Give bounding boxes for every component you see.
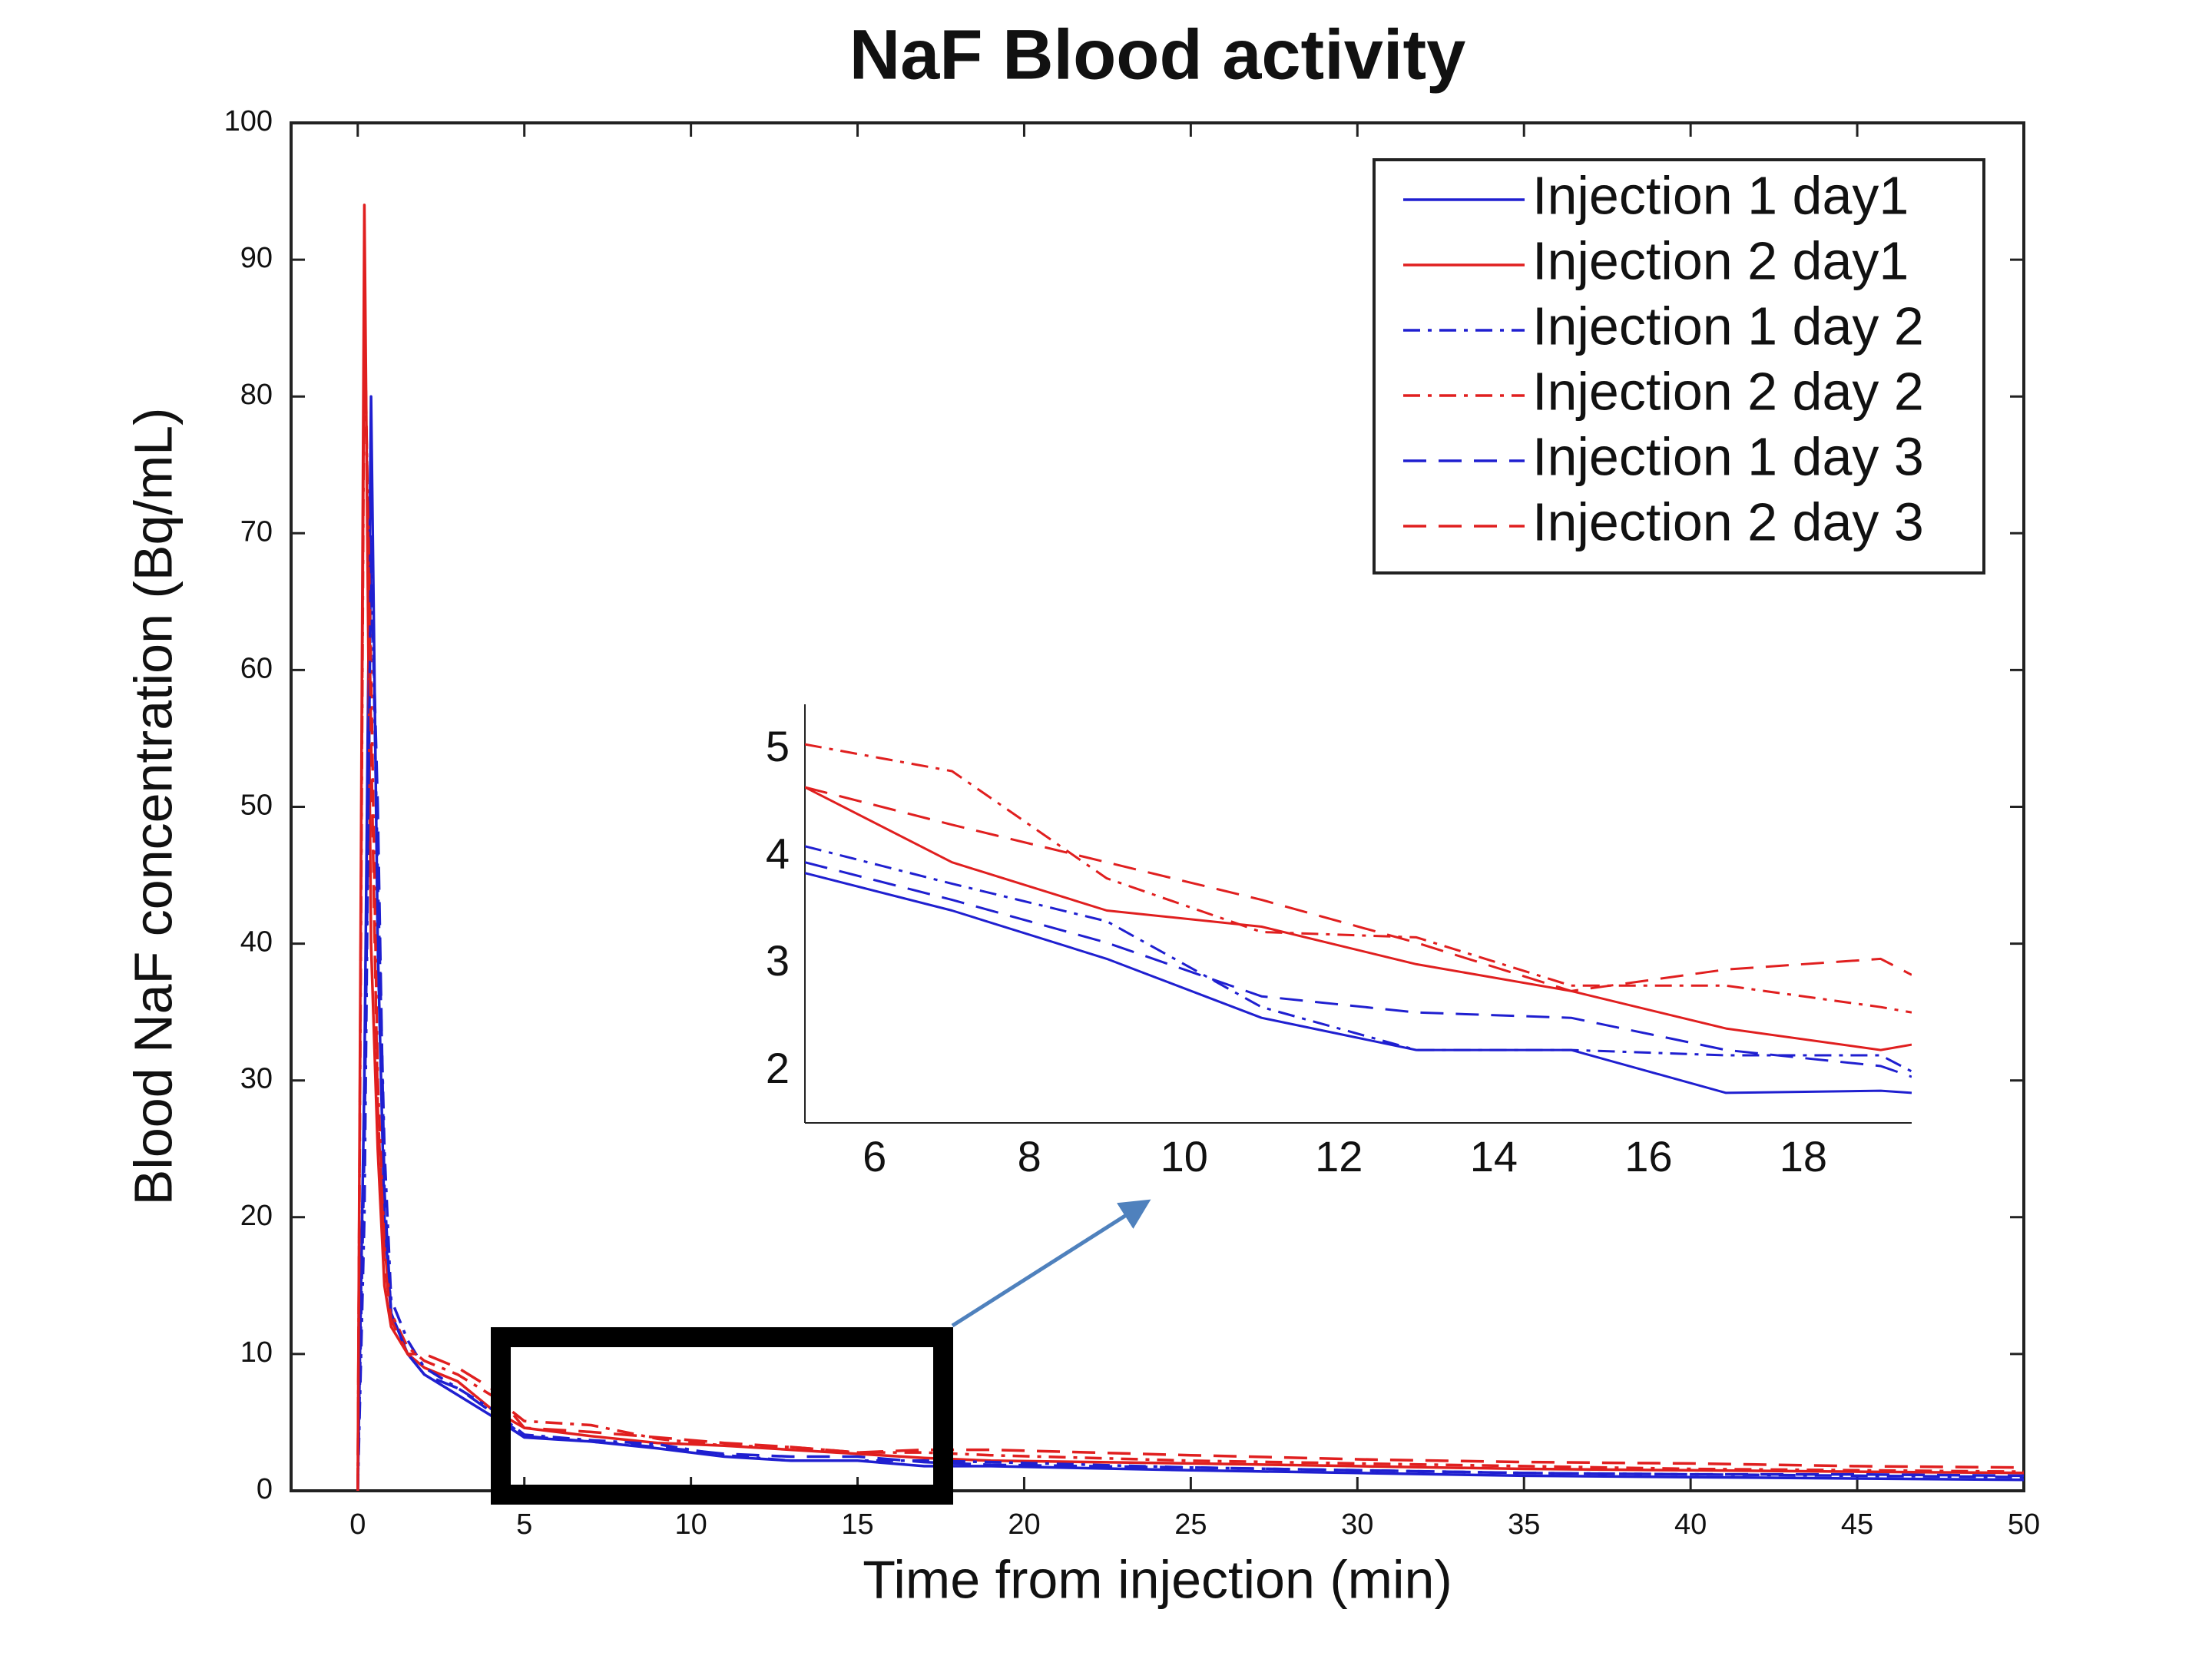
data-line (805, 872, 1912, 1094)
legend-label: Injection 1 day 2 (1532, 296, 1924, 356)
y-tick-label: 2 (766, 1044, 790, 1092)
chart-title: NaF Blood activity (849, 15, 1466, 94)
legend-label: Injection 1 day1 (1532, 165, 1909, 225)
x-tick-label: 18 (1780, 1132, 1827, 1181)
legend-box (1373, 158, 1985, 575)
y-tick-label: 80 (240, 379, 273, 411)
y-axis-label: Blood NaF concentration (Bq/mL) (123, 408, 183, 1206)
legend-label: Injection 2 day 3 (1532, 492, 1924, 551)
x-tick-label: 8 (1018, 1132, 1041, 1181)
x-tick-label: 40 (1674, 1508, 1707, 1541)
x-tick-label: 25 (1174, 1508, 1207, 1541)
x-axis-label: Time from injection (min) (863, 1549, 1452, 1609)
y-tick-label: 0 (257, 1473, 273, 1505)
y-tick-label: 20 (240, 1200, 273, 1232)
y-tick-label: 4 (766, 830, 790, 878)
x-tick-label: 10 (1161, 1132, 1208, 1181)
legend-label: Injection 2 day1 (1532, 230, 1909, 290)
x-tick-label: 20 (1008, 1508, 1040, 1541)
x-tick-label: 45 (1841, 1508, 1873, 1541)
x-tick-label: 35 (1508, 1508, 1540, 1541)
x-tick-label: 16 (1624, 1132, 1672, 1181)
y-tick-label: 60 (240, 652, 273, 684)
series-group (805, 743, 1912, 1094)
data-line (805, 786, 1912, 1051)
x-tick-label: 30 (1341, 1508, 1373, 1541)
legend-label: Injection 1 day 3 (1532, 426, 1924, 486)
data-line (356, 559, 2024, 1491)
zoom-highlight (491, 1327, 953, 1505)
y-tick-label: 50 (240, 790, 273, 822)
x-tick-label: 12 (1315, 1132, 1363, 1181)
x-tick-label: 0 (349, 1508, 366, 1541)
y-tick-label: 100 (224, 105, 273, 137)
x-tick-label: 10 (674, 1508, 707, 1541)
y-tick-label: 40 (240, 926, 273, 959)
y-tick-label: 70 (240, 515, 273, 548)
x-tick-label: 5 (516, 1508, 532, 1541)
y-tick-label: 90 (240, 242, 273, 274)
data-line (805, 845, 1912, 1073)
data-line (805, 743, 1912, 1014)
legend-label: Injection 2 day 2 (1532, 361, 1924, 421)
x-tick-label: 14 (1470, 1132, 1518, 1181)
y-tick-label: 30 (240, 1063, 273, 1095)
data-line (356, 285, 2024, 1491)
data-line (356, 326, 2024, 1491)
zoom-arrow (951, 1199, 1151, 1328)
y-tick-label: 5 (766, 722, 790, 770)
x-tick-label: 50 (2008, 1508, 2040, 1541)
x-tick-label: 6 (863, 1132, 886, 1181)
x-tick-label: 15 (841, 1508, 873, 1541)
series-group (356, 204, 2024, 1491)
y-tick-label: 3 (766, 936, 790, 985)
y-tick-label: 10 (240, 1336, 273, 1369)
data-line (356, 204, 2024, 1491)
plot-layer: 0 5 10 15 20 25 30 35 40 45 5001020304050607080901… (224, 105, 2041, 1541)
